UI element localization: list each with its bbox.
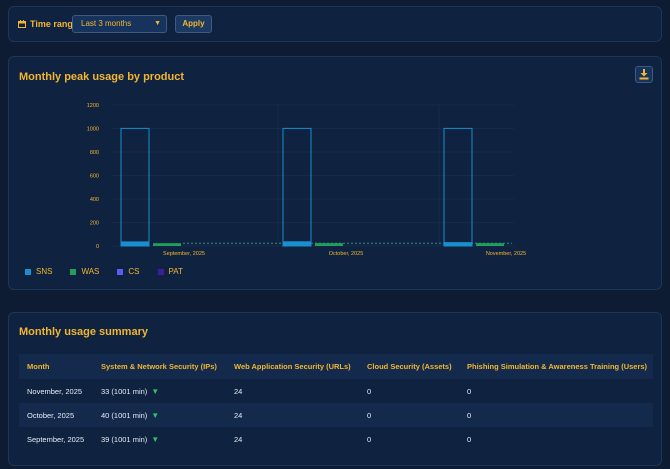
sns-bar (283, 241, 311, 246)
download-icon (639, 69, 649, 80)
cell-month: October, 2025 (27, 410, 75, 420)
sns-bar (121, 241, 149, 246)
column-header-month: Month (27, 362, 50, 371)
cell-sns: 33 (1001 min) ▼ (93, 379, 226, 403)
legend-swatch (157, 268, 164, 275)
cell-sns-value: 33 (1001 min) (101, 386, 148, 396)
column-header-was: Web Application Security (URLs) (234, 362, 351, 371)
monthly-peak-usage-card: Monthly peak usage by product 0 200 400 600… (8, 56, 662, 290)
legend-label: WAS (81, 267, 100, 276)
table-row: September, 2025 39 (1001 min) ▼ 24 0 0 (19, 427, 653, 451)
cell-sns-value: 39 (1001 min) (101, 434, 148, 444)
y-tick-label: 600 (90, 174, 99, 180)
cell-cs: 0 (367, 410, 372, 420)
sns-limit-bar (120, 127, 150, 247)
column-header-sns: System & Network Security (IPs) (101, 362, 217, 371)
cell-sns-value: 40 (1001 min) (101, 410, 148, 420)
apply-button[interactable]: Apply (175, 15, 212, 33)
triangle-down-icon: ▼ (151, 386, 160, 396)
cell-sns: 39 (1001 min) ▼ (93, 427, 226, 451)
cell-cs: 0 (367, 386, 372, 396)
column-header-pat: Phishing Simulation & Awareness Training… (467, 362, 648, 371)
triangle-down-icon: ▼ (151, 434, 160, 444)
usage-summary-table: Month System & Network Security (IPs) We… (19, 354, 653, 451)
triangle-down-icon: ▼ (151, 410, 160, 420)
x-tick-label: November, 2025 (486, 251, 526, 257)
legend-item-sns[interactable]: SNS (25, 267, 52, 276)
legend-item-cs[interactable]: CS (117, 267, 140, 276)
cell-sns: 40 (1001 min) ▼ (93, 403, 226, 427)
time-range-select[interactable]: Last 3 months ▼ (72, 15, 167, 33)
was-bar (315, 243, 343, 246)
column-header-cs: Cloud Security (Assets) (367, 362, 452, 371)
table-row: November, 2025 33 (1001 min) ▼ 24 0 0 (19, 379, 653, 403)
cell-was: 24 (234, 410, 243, 420)
table-header-row: Month System & Network Security (IPs) We… (19, 354, 653, 379)
summary-title: Monthly usage summary (19, 326, 148, 338)
calendar-icon (18, 20, 26, 28)
cell-month: November, 2025 (27, 386, 83, 396)
legend-label: SNS (36, 267, 53, 276)
cell-pat: 0 (467, 410, 472, 420)
y-tick-label: 800 (90, 150, 99, 156)
x-tick-label: October, 2025 (329, 251, 364, 257)
legend-swatch (25, 268, 31, 275)
download-button[interactable] (635, 66, 653, 83)
sns-bar (444, 242, 472, 246)
peak-usage-chart: 0 200 400 600 800 1000 1200 September, 2025 Octo… (87, 103, 526, 257)
y-tick-label: 200 (90, 221, 99, 227)
chevron-down-icon: ▼ (154, 20, 161, 27)
cell-pat: 0 (467, 386, 472, 396)
monthly-usage-summary-card: Monthly usage summary Month System & Net… (8, 312, 662, 466)
y-tick-label: 1000 (87, 127, 99, 133)
was-bar (476, 243, 504, 246)
table-row: October, 2025 40 (1001 min) ▼ 24 0 0 (19, 403, 653, 427)
legend-item-pat[interactable]: PAT (157, 267, 183, 276)
sns-limit-bar (282, 127, 312, 247)
selected-range-value: Last 3 months (81, 19, 132, 28)
time-range-label: Time range (30, 19, 78, 29)
sns-limit-bar (443, 127, 473, 247)
legend-label: PAT (168, 267, 183, 276)
chart-legend: SNS WAS CS PAT (25, 267, 201, 276)
legend-swatch (70, 268, 77, 275)
y-tick-label: 0 (96, 244, 99, 250)
x-tick-label: September, 2025 (163, 251, 205, 257)
cell-pat: 0 (467, 434, 472, 444)
legend-swatch (117, 268, 124, 275)
y-tick-label: 400 (90, 197, 99, 203)
legend-label: CS (128, 267, 140, 276)
time-range-filter-bar: Time range Last 3 months ▼ Apply (8, 6, 662, 42)
cell-cs: 0 (367, 434, 372, 444)
y-tick-label: 1200 (87, 103, 99, 109)
was-bar (153, 243, 181, 246)
chart-title: Monthly peak usage by product (19, 71, 185, 83)
legend-item-was[interactable]: WAS (70, 267, 99, 276)
cell-month: September, 2025 (27, 434, 85, 444)
time-range-label-group: Time range (18, 19, 78, 29)
cell-was: 24 (234, 434, 243, 444)
cell-was: 24 (234, 386, 243, 396)
